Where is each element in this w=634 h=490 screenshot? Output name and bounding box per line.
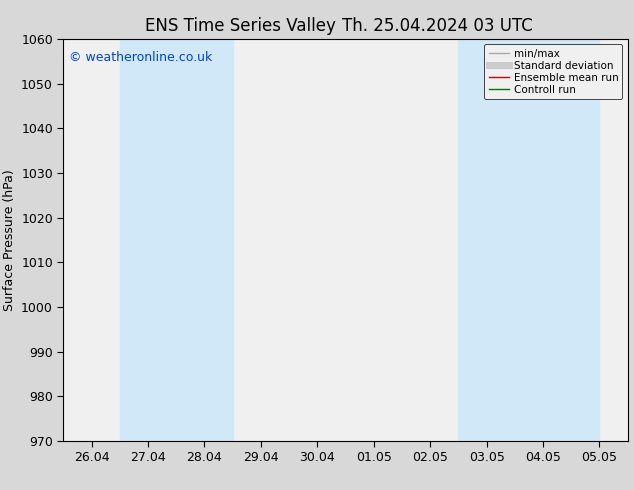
Text: Th. 25.04.2024 03 UTC: Th. 25.04.2024 03 UTC: [342, 17, 533, 35]
Y-axis label: Surface Pressure (hPa): Surface Pressure (hPa): [3, 169, 16, 311]
Bar: [458, 39, 600, 441]
Legend: min/max, Standard deviation, Ensemble mean run, Controll run: min/max, Standard deviation, Ensemble me…: [484, 45, 623, 99]
Text: © weatheronline.co.uk: © weatheronline.co.uk: [69, 51, 212, 64]
Text: ENS Time Series Valley: ENS Time Series Valley: [145, 17, 337, 35]
Bar: [120, 39, 233, 441]
